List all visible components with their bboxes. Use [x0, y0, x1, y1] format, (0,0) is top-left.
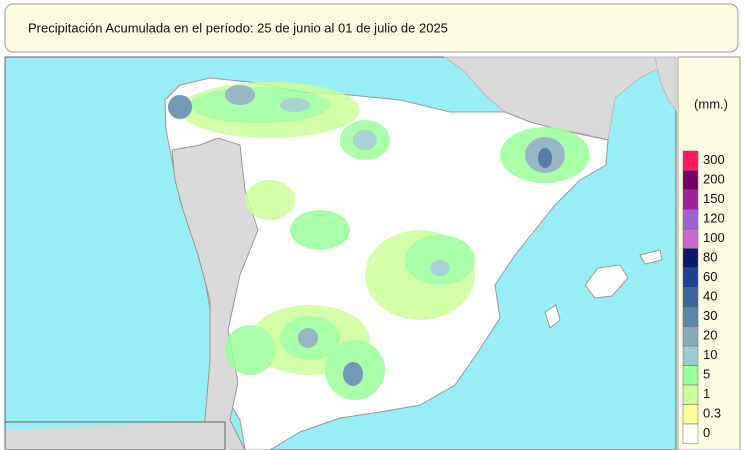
title: Precipitación Acumulada en el período: 2… — [28, 20, 448, 35]
legend-swatch — [682, 248, 699, 269]
legend-swatch — [682, 170, 699, 191]
title-box — [4, 3, 739, 53]
legend-label: 100 — [703, 230, 725, 245]
precipitation-areas — [168, 82, 590, 400]
legend-label: 10 — [703, 347, 717, 362]
legend-label: 1 — [703, 386, 710, 401]
legend-swatch — [682, 287, 699, 308]
legend-swatch — [682, 209, 699, 230]
legend-swatch — [682, 326, 699, 347]
menorca — [639, 249, 663, 265]
legend-label: 80 — [703, 250, 717, 265]
map — [4, 56, 677, 450]
legend-swatch — [682, 404, 699, 425]
legend-swatch — [682, 267, 699, 288]
legend-swatch — [682, 345, 699, 366]
mallorca — [584, 264, 629, 299]
legend: 300 200 150 120 100 80 60 40 30 20 10 5 1 0.3 0 — [682, 150, 725, 444]
canary-inset — [4, 421, 226, 450]
legend-swatch — [682, 423, 699, 444]
legend-swatch — [682, 365, 699, 386]
legend-label: 0 — [703, 425, 710, 440]
legend-label: 30 — [703, 308, 717, 323]
legend-label: 120 — [703, 211, 725, 226]
legend-swatch — [682, 384, 699, 405]
legend-swatch — [682, 150, 699, 171]
legend-label: 40 — [703, 289, 717, 304]
legend-swatch — [682, 306, 699, 327]
africa — [5, 420, 230, 450]
legend-label: 300 — [703, 152, 725, 167]
legend-label: 200 — [703, 172, 725, 187]
corsica — [654, 56, 677, 112]
legend-unit: (mm.) — [694, 96, 728, 111]
legend-label: 5 — [703, 367, 710, 382]
legend-label: 150 — [703, 191, 725, 206]
legend-label: 0.3 — [703, 406, 721, 421]
legend-label: 60 — [703, 269, 717, 284]
legend-swatch — [682, 189, 699, 210]
legend-swatch — [682, 228, 699, 249]
legend-label: 20 — [703, 328, 717, 343]
ibiza — [544, 304, 561, 329]
